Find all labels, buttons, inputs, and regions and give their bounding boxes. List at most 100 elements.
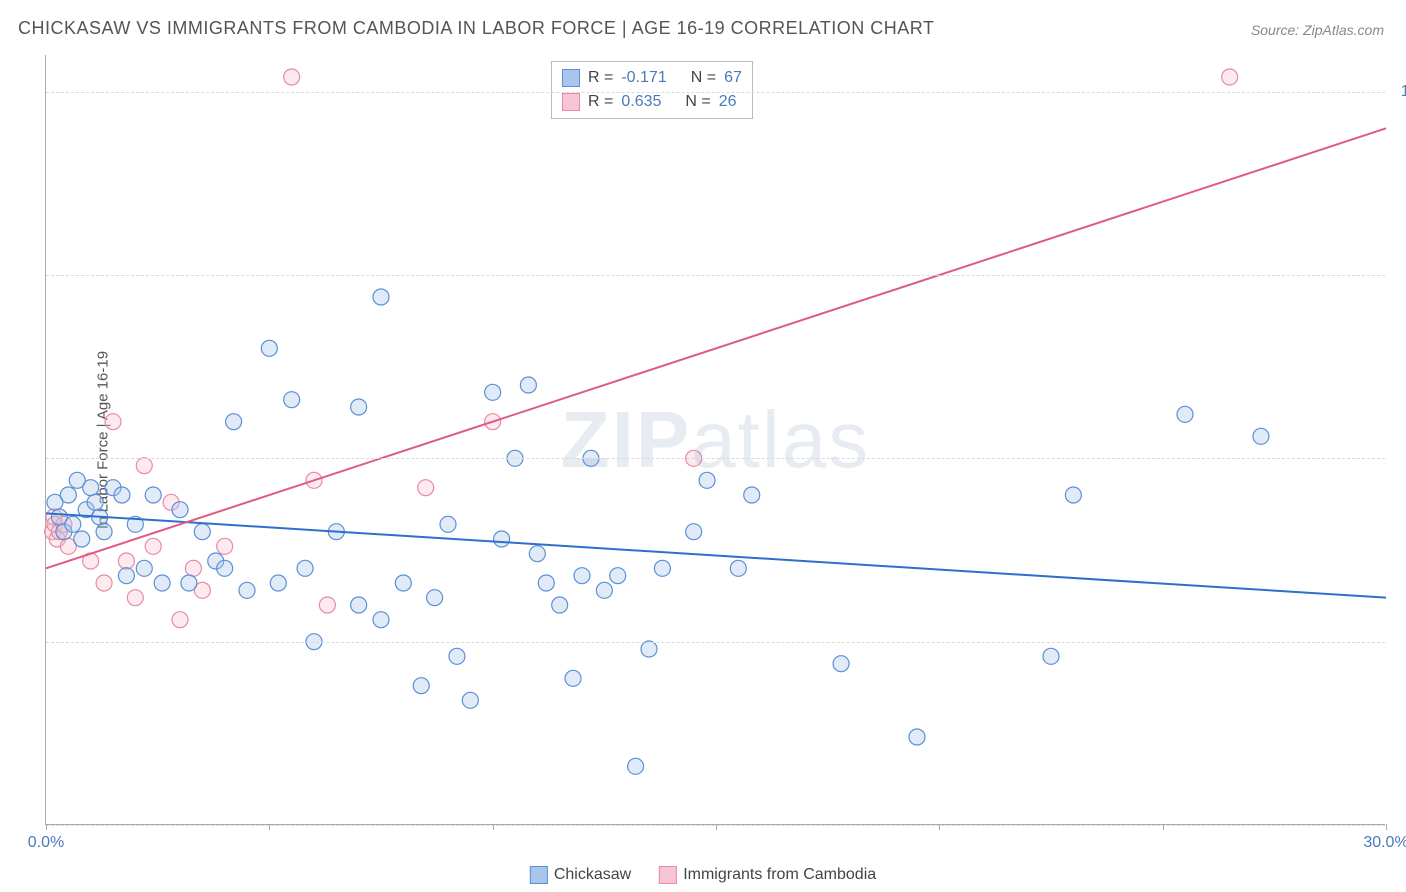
data-point <box>641 641 657 657</box>
data-point <box>529 546 545 562</box>
x-tick-mark <box>1163 824 1164 830</box>
data-point <box>60 487 76 503</box>
data-point <box>596 582 612 598</box>
series-swatch <box>562 93 580 111</box>
data-point <box>185 560 201 576</box>
legend-swatch <box>530 866 548 884</box>
data-point <box>145 487 161 503</box>
data-point <box>172 612 188 628</box>
stats-row: R = 0.635 N = 26 <box>562 90 742 114</box>
stat-r-value: -0.171 <box>621 66 666 90</box>
data-point <box>96 524 112 540</box>
gridline <box>46 458 1385 459</box>
stat-label: R = <box>588 66 613 90</box>
data-point <box>114 487 130 503</box>
data-point <box>552 597 568 613</box>
trend-line <box>46 128 1386 568</box>
data-point <box>1065 487 1081 503</box>
x-tick-mark <box>493 824 494 830</box>
data-point <box>65 516 81 532</box>
legend-swatch <box>659 866 677 884</box>
data-point <box>440 516 456 532</box>
stat-label: N = <box>691 66 716 90</box>
legend-item: Immigrants from Cambodia <box>659 866 876 884</box>
data-point <box>118 553 134 569</box>
data-point <box>319 597 335 613</box>
data-point <box>730 560 746 576</box>
data-point <box>261 340 277 356</box>
x-tick-mark <box>939 824 940 830</box>
data-point <box>628 758 644 774</box>
data-point <box>485 384 501 400</box>
data-point <box>284 69 300 85</box>
x-tick-mark <box>1386 824 1387 830</box>
chart-title: CHICKASAW VS IMMIGRANTS FROM CAMBODIA IN… <box>18 18 934 39</box>
data-point <box>909 729 925 745</box>
stat-n-value: 26 <box>719 90 737 114</box>
data-point <box>1043 648 1059 664</box>
stat-label: N = <box>685 90 710 114</box>
data-point <box>239 582 255 598</box>
y-tick-label: 100.0% <box>1401 83 1406 101</box>
data-point <box>610 568 626 584</box>
gridline <box>46 275 1385 276</box>
legend-label: Immigrants from Cambodia <box>683 866 876 883</box>
series-swatch <box>562 69 580 87</box>
data-point <box>172 502 188 518</box>
data-point <box>418 480 434 496</box>
data-point <box>1177 406 1193 422</box>
data-point <box>87 494 103 510</box>
legend-item: Chickasaw <box>530 866 631 884</box>
data-point <box>654 560 670 576</box>
data-point <box>217 560 233 576</box>
data-point <box>744 487 760 503</box>
x-tick-label: 30.0% <box>1363 834 1406 852</box>
data-point <box>226 414 242 430</box>
data-point <box>136 458 152 474</box>
source-attribution: Source: ZipAtlas.com <box>1251 22 1384 38</box>
data-point <box>427 590 443 606</box>
data-point <box>699 472 715 488</box>
data-point <box>574 568 590 584</box>
data-point <box>127 590 143 606</box>
data-point <box>105 414 121 430</box>
data-point <box>520 377 536 393</box>
data-point <box>395 575 411 591</box>
data-point <box>145 538 161 554</box>
data-point <box>181 575 197 591</box>
x-tick-label: 0.0% <box>28 834 64 852</box>
data-point <box>686 524 702 540</box>
stat-label: R = <box>588 90 613 114</box>
stat-n-value: 67 <box>724 66 742 90</box>
stat-r-value: 0.635 <box>621 90 661 114</box>
data-point <box>449 648 465 664</box>
data-point <box>96 575 112 591</box>
legend-label: Chickasaw <box>554 866 631 883</box>
stats-legend-box: R =-0.171N =67R =0.635N =26 <box>551 61 753 119</box>
data-point <box>1222 69 1238 85</box>
plot-container: In Labor Force | Age 16-19 ZIPatlas R =-… <box>45 55 1385 825</box>
x-tick-mark <box>716 824 717 830</box>
data-point <box>270 575 286 591</box>
x-tick-mark <box>269 824 270 830</box>
gridline <box>46 92 1385 93</box>
data-point <box>351 597 367 613</box>
data-point <box>74 531 90 547</box>
data-point <box>373 612 389 628</box>
data-point <box>154 575 170 591</box>
x-tick-mark <box>46 824 47 830</box>
data-point <box>297 560 313 576</box>
plot-area: In Labor Force | Age 16-19 ZIPatlas R =-… <box>45 55 1385 825</box>
data-point <box>284 392 300 408</box>
data-point <box>83 480 99 496</box>
data-point <box>136 560 152 576</box>
gridline <box>46 642 1385 643</box>
data-point <box>1253 428 1269 444</box>
data-point <box>373 289 389 305</box>
data-point <box>194 524 210 540</box>
data-point <box>494 531 510 547</box>
data-point <box>538 575 554 591</box>
data-point <box>217 538 233 554</box>
stats-row: R = -0.171 N = 67 <box>562 66 742 90</box>
data-point <box>565 670 581 686</box>
